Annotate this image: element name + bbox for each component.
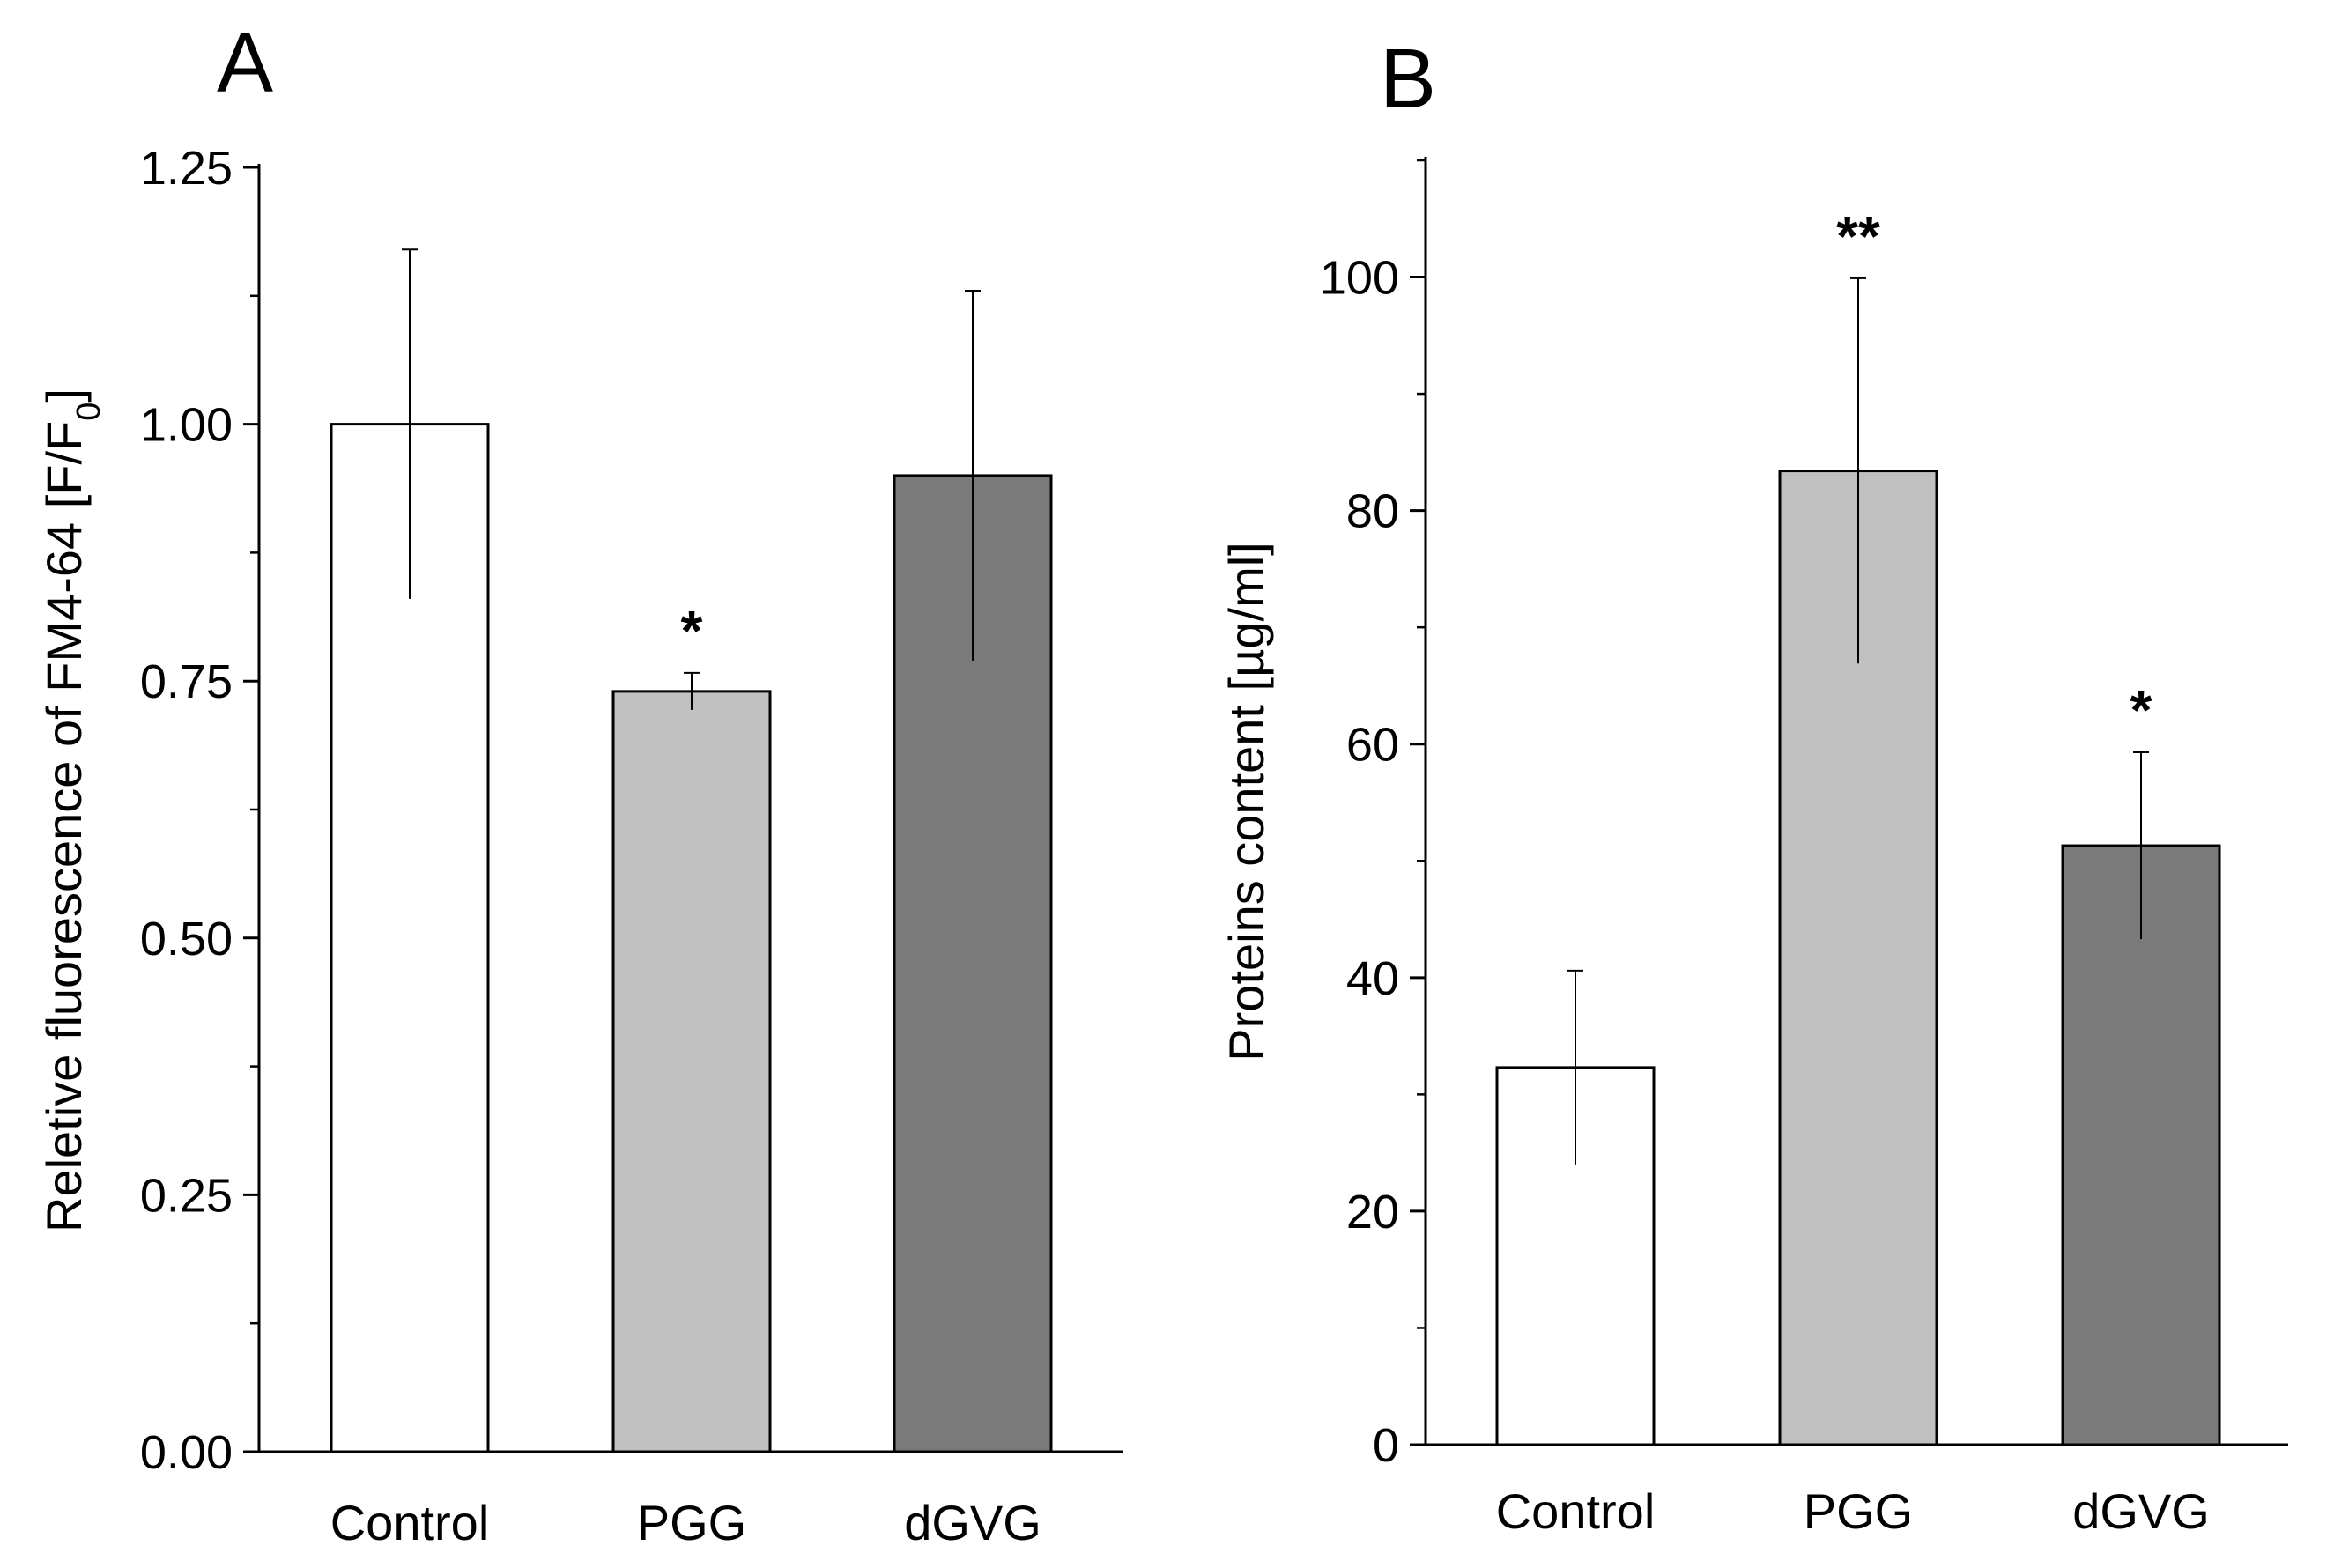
y-tick-label: 1.00 bbox=[140, 399, 233, 452]
y-axis-title: Proteins content [µg/ml] bbox=[1219, 542, 1274, 1061]
panel-label-b: B bbox=[1380, 32, 1436, 126]
x-category-label: PGG bbox=[1804, 1483, 1913, 1539]
panel-label-a: A bbox=[217, 16, 273, 110]
y-axis-title-subscript: 0 bbox=[70, 403, 107, 421]
x-category-label: Control bbox=[1496, 1483, 1656, 1539]
y-tick-label: 80 bbox=[1346, 485, 1399, 538]
y-tick-label: 0.25 bbox=[140, 1169, 233, 1222]
y-axis-title-close: ] bbox=[36, 388, 92, 403]
y-tick-label: 0.00 bbox=[140, 1426, 233, 1479]
y-tick-label: 100 bbox=[1320, 252, 1399, 305]
y-tick-label: 0 bbox=[1373, 1419, 1399, 1472]
chart-b: 0 20 40 60 80 100 Control ** PGG * dGVG Proteins co… bbox=[1219, 157, 2288, 1539]
x-category-label: dGVG bbox=[904, 1495, 1041, 1550]
chart-a: 0.00 0.25 0.50 0.75 1.00 1.25 Control * PGG dGVG R… bbox=[36, 142, 1123, 1550]
significance-marker: * bbox=[2130, 678, 2152, 742]
x-category-label: Control bbox=[330, 1495, 490, 1550]
y-axis-title: Reletive fluorescence of FM4-64 [F/F0] bbox=[36, 388, 107, 1232]
bar-pgg bbox=[611, 690, 772, 1453]
y-tick-label: 40 bbox=[1346, 952, 1399, 1005]
y-tick-label: 1.25 bbox=[140, 142, 233, 195]
x-category-label: dGVG bbox=[2072, 1483, 2210, 1539]
x-category-label: PGG bbox=[637, 1495, 746, 1550]
significance-marker: ** bbox=[1836, 204, 1880, 268]
y-tick-label: 20 bbox=[1346, 1186, 1399, 1239]
bar-dgvg bbox=[2061, 844, 2221, 1446]
y-tick-label: 0.75 bbox=[140, 655, 233, 708]
y-axis-title-text: Proteins content [µg/ml] bbox=[1219, 542, 1274, 1061]
y-axis-title-text: Reletive fluorescence of FM4-64 [F/F bbox=[36, 421, 92, 1232]
significance-marker: * bbox=[681, 599, 703, 662]
y-tick-label: 0.50 bbox=[140, 913, 233, 965]
y-tick-label: 60 bbox=[1346, 719, 1399, 772]
